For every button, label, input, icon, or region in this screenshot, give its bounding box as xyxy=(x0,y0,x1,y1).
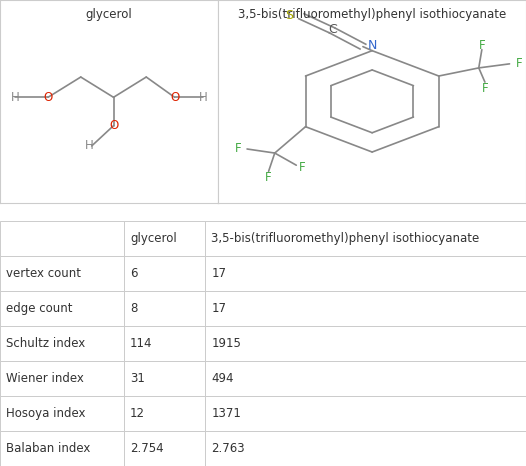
Text: O: O xyxy=(170,91,179,104)
Text: F: F xyxy=(482,82,488,95)
Text: 3,5-bis(trifluoromethyl)phenyl isothiocyanate: 3,5-bis(trifluoromethyl)phenyl isothiocy… xyxy=(211,233,480,245)
Bar xyxy=(124,396,205,431)
Text: Balaban index: Balaban index xyxy=(6,442,90,455)
Bar xyxy=(0,361,124,396)
Text: 114: 114 xyxy=(130,337,153,350)
Text: 2.754: 2.754 xyxy=(130,442,164,455)
Text: C: C xyxy=(328,23,337,36)
Bar xyxy=(124,221,205,256)
Bar xyxy=(205,256,526,291)
Bar xyxy=(0,431,124,466)
Bar xyxy=(205,396,526,431)
Text: glycerol: glycerol xyxy=(86,8,133,21)
Text: 17: 17 xyxy=(211,267,227,280)
Text: Wiener index: Wiener index xyxy=(6,372,84,385)
Text: H: H xyxy=(11,91,19,104)
Text: edge count: edge count xyxy=(6,302,73,315)
Bar xyxy=(124,361,205,396)
Text: Schultz index: Schultz index xyxy=(6,337,86,350)
Text: N: N xyxy=(368,39,377,52)
Text: O: O xyxy=(44,91,53,104)
Bar xyxy=(205,291,526,326)
Text: 3,5-bis(trifluoromethyl)phenyl isothiocyanate: 3,5-bis(trifluoromethyl)phenyl isothiocy… xyxy=(238,8,506,21)
Bar xyxy=(205,431,526,466)
Text: F: F xyxy=(479,39,485,52)
Text: 8: 8 xyxy=(130,302,137,315)
Text: S: S xyxy=(285,9,293,22)
Text: glycerol: glycerol xyxy=(130,233,177,245)
Text: vertex count: vertex count xyxy=(6,267,82,280)
Bar xyxy=(124,256,205,291)
Bar xyxy=(0,291,124,326)
Bar xyxy=(0,396,124,431)
Text: 1371: 1371 xyxy=(211,407,241,420)
Bar xyxy=(124,431,205,466)
Text: 2.763: 2.763 xyxy=(211,442,245,455)
Text: H: H xyxy=(199,91,207,104)
Text: 12: 12 xyxy=(130,407,145,420)
Text: 494: 494 xyxy=(211,372,234,385)
Text: 31: 31 xyxy=(130,372,145,385)
Text: 1915: 1915 xyxy=(211,337,241,350)
Text: H: H xyxy=(85,139,94,152)
Text: F: F xyxy=(515,57,522,70)
Bar xyxy=(124,326,205,361)
Bar xyxy=(124,291,205,326)
Bar xyxy=(205,326,526,361)
Text: 17: 17 xyxy=(211,302,227,315)
Bar xyxy=(205,361,526,396)
Text: F: F xyxy=(265,171,272,184)
Bar xyxy=(0,221,124,256)
Text: Hosoya index: Hosoya index xyxy=(6,407,86,420)
Bar xyxy=(0,326,124,361)
Text: F: F xyxy=(235,143,241,156)
Bar xyxy=(0,256,124,291)
Text: F: F xyxy=(299,161,306,174)
Text: O: O xyxy=(109,119,118,132)
Bar xyxy=(205,221,526,256)
Text: 6: 6 xyxy=(130,267,137,280)
